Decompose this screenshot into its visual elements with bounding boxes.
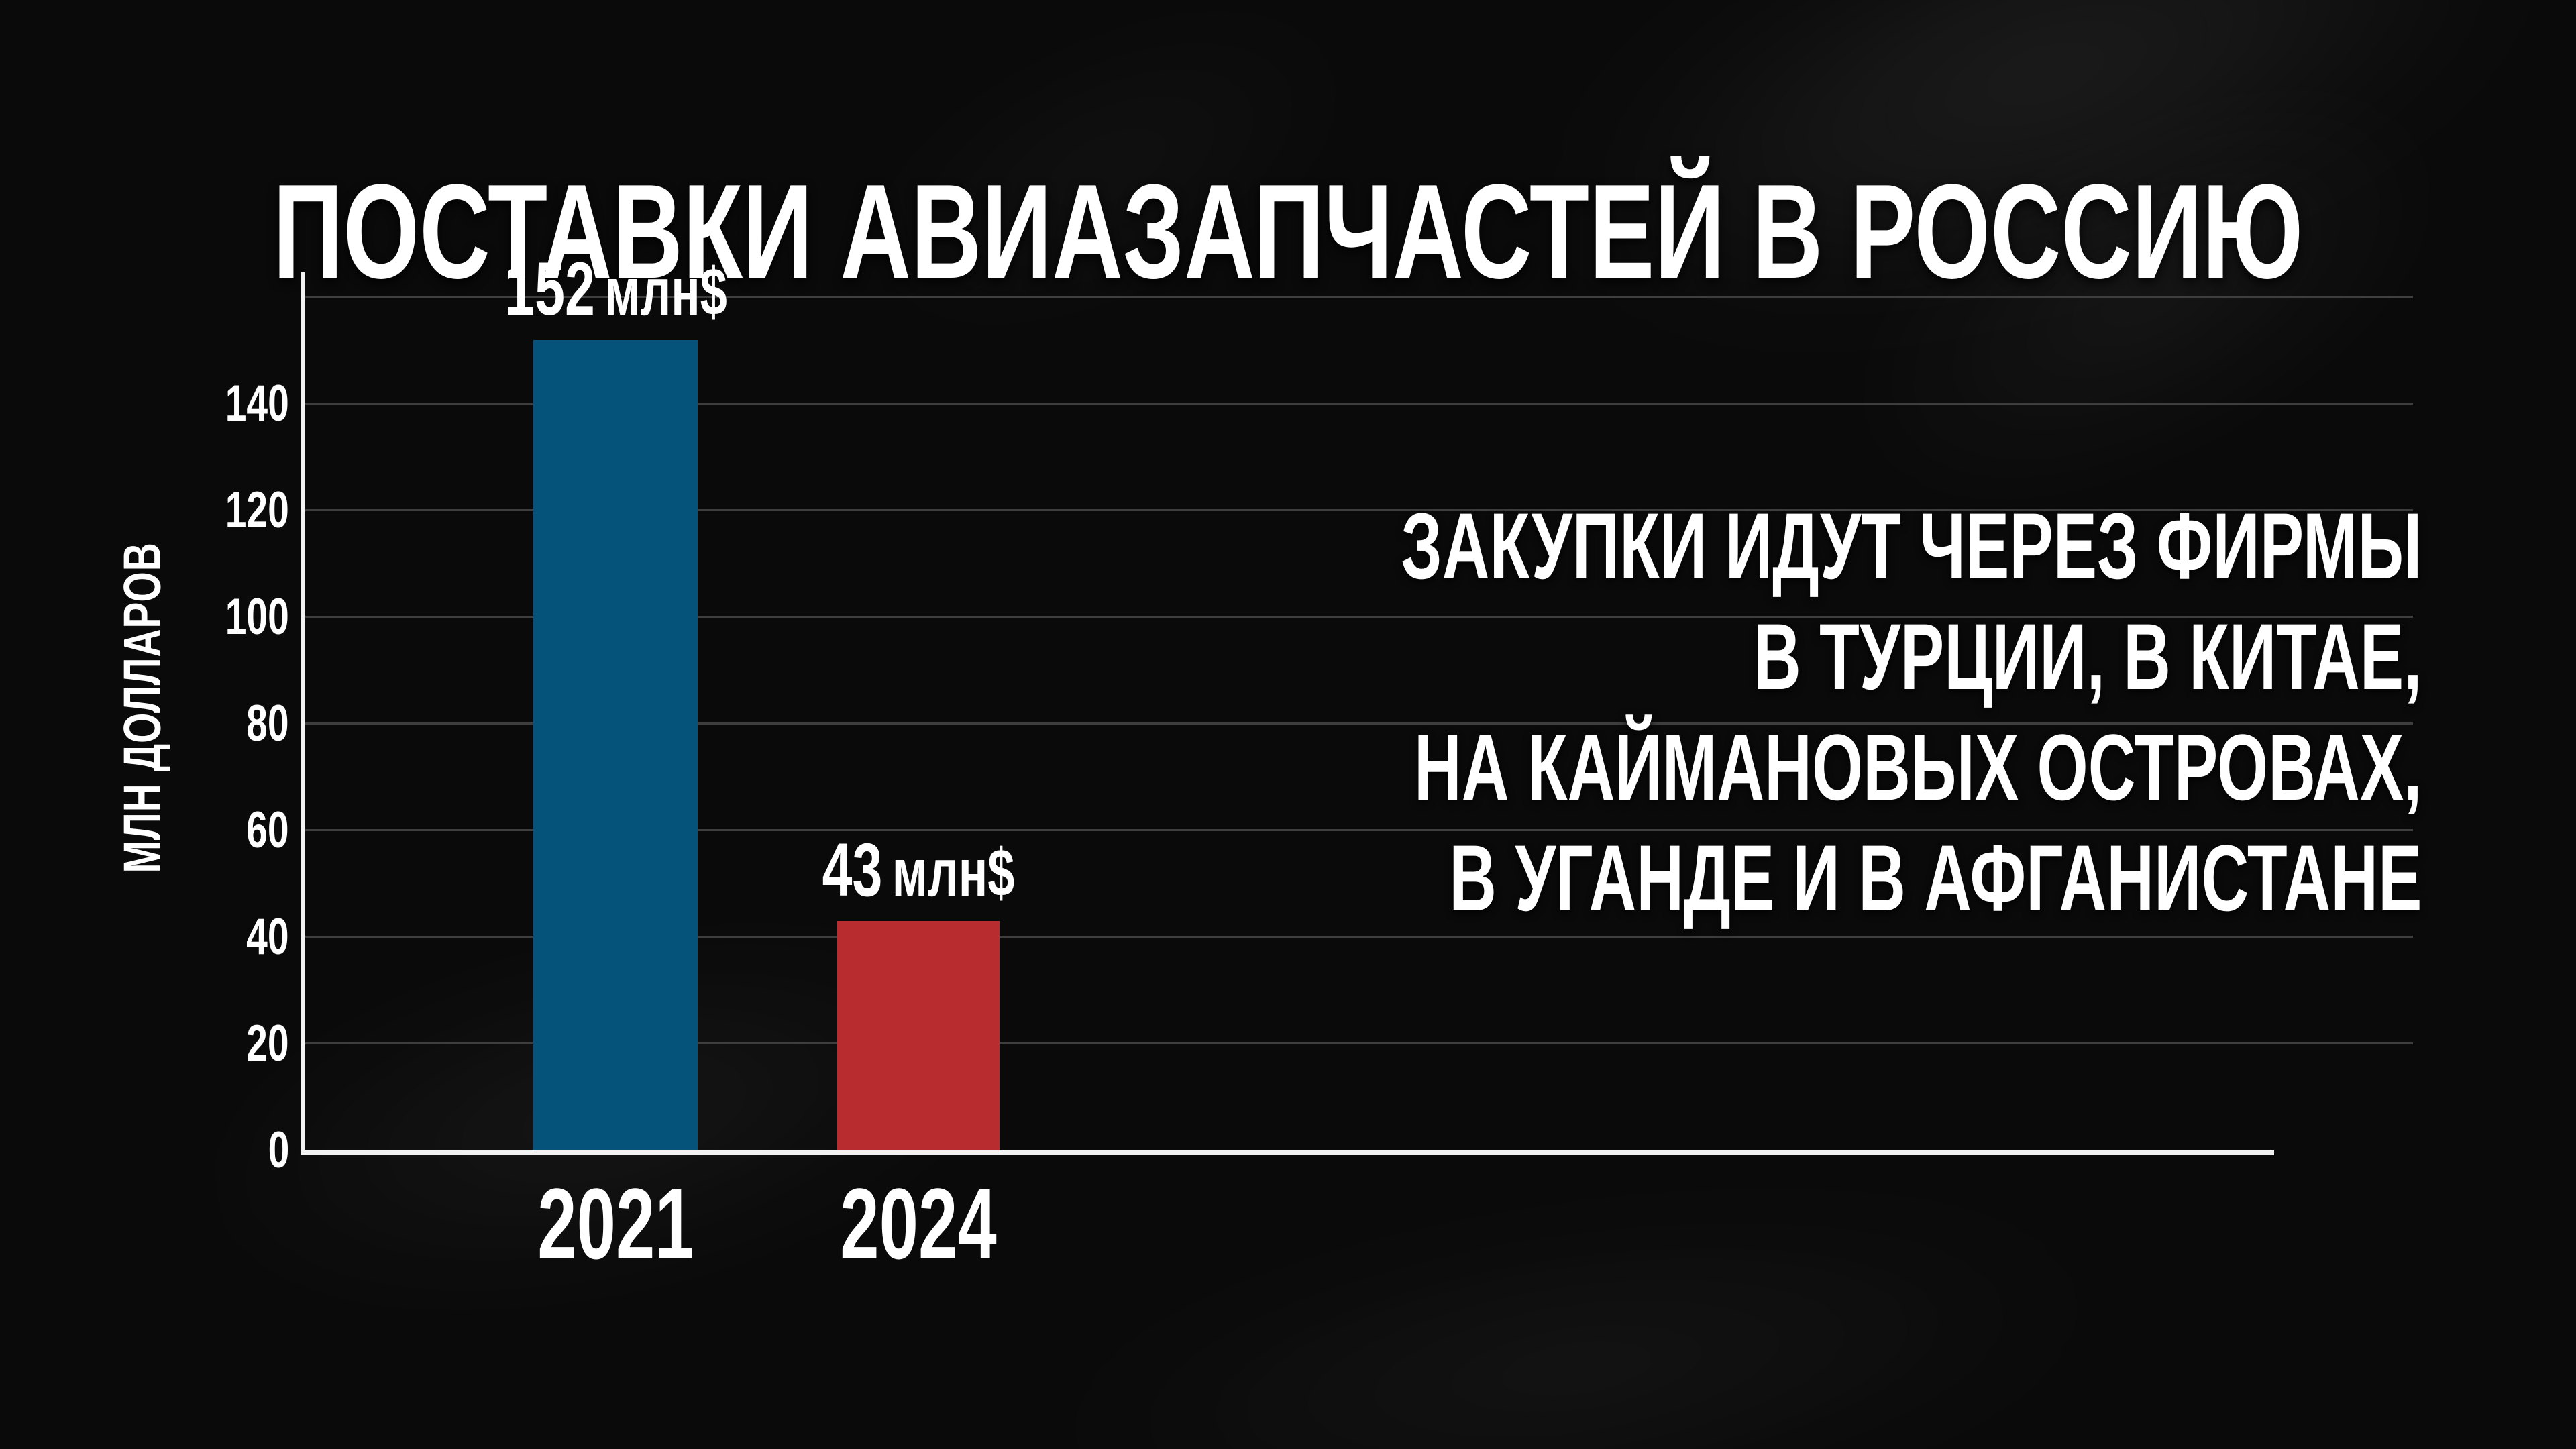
annotation-line: В УГАНДЕ И В АФГАНИСТАНЕ bbox=[1448, 825, 2422, 930]
y-tick-label: 20 bbox=[246, 1015, 289, 1072]
y-tick-label: 100 bbox=[225, 588, 289, 645]
bar-value-unit: млн$ bbox=[892, 835, 1015, 911]
bar-2024: 43 млн$ 2024 bbox=[822, 833, 1015, 1274]
bar-value-unit: млн$ bbox=[604, 254, 727, 329]
gridline bbox=[305, 616, 2413, 618]
gridline bbox=[305, 402, 2413, 405]
y-tick-label: 60 bbox=[246, 802, 289, 859]
bar-value-number: 43 bbox=[822, 828, 883, 912]
annotation-line: В ТУРЦИИ, В КИТАЕ, bbox=[1753, 604, 2422, 709]
y-tick-label: 80 bbox=[246, 695, 289, 752]
y-tick-label: 0 bbox=[268, 1122, 289, 1179]
background-smoke bbox=[994, 1163, 2159, 1449]
gridline bbox=[305, 936, 2413, 938]
bar-value-number: 152 bbox=[504, 246, 595, 331]
y-axis-line bbox=[301, 272, 305, 1155]
gridline bbox=[305, 296, 2413, 298]
annotation-text: ЗАКУПКИ ИДУТ ЧЕРЕЗ ФИРМЫ В ТУРЦИИ, В КИТ… bbox=[1401, 490, 2422, 933]
gridline bbox=[305, 509, 2413, 511]
y-tick-label: 120 bbox=[225, 482, 289, 539]
chart-title: ПОСТАВКИ АВИАЗАПЧАСТЕЙ В РОССИЮ bbox=[272, 157, 2304, 307]
annotation-line: НА КАЙМАНОВЫХ ОСТРОВАХ, bbox=[1413, 714, 2422, 820]
y-tick-label: 140 bbox=[225, 375, 289, 432]
x-axis-label-2024: 2024 bbox=[840, 1167, 997, 1280]
plot-area: 0 20 40 60 80 100 120 140 152 млн$ 2021 43 млн$ 2… bbox=[225, 251, 2413, 1274]
y-axis-title: МЛН ДОЛЛАРОВ bbox=[112, 542, 172, 873]
gridline bbox=[305, 829, 2413, 831]
bar-value-label: 152 млн$ bbox=[504, 251, 727, 329]
y-tick-label: 40 bbox=[246, 908, 289, 965]
gridline bbox=[305, 722, 2413, 724]
x-axis-baseline bbox=[301, 1150, 2274, 1155]
gridline bbox=[305, 1042, 2413, 1044]
bar-value-label: 43 млн$ bbox=[822, 833, 1015, 908]
annotation-line: ЗАКУПКИ ИДУТ ЧЕРЕЗ ФИРМЫ bbox=[1400, 493, 2422, 598]
bar-2021: 152 млн$ 2021 bbox=[504, 251, 727, 1274]
x-axis-label-2021: 2021 bbox=[537, 1167, 694, 1280]
